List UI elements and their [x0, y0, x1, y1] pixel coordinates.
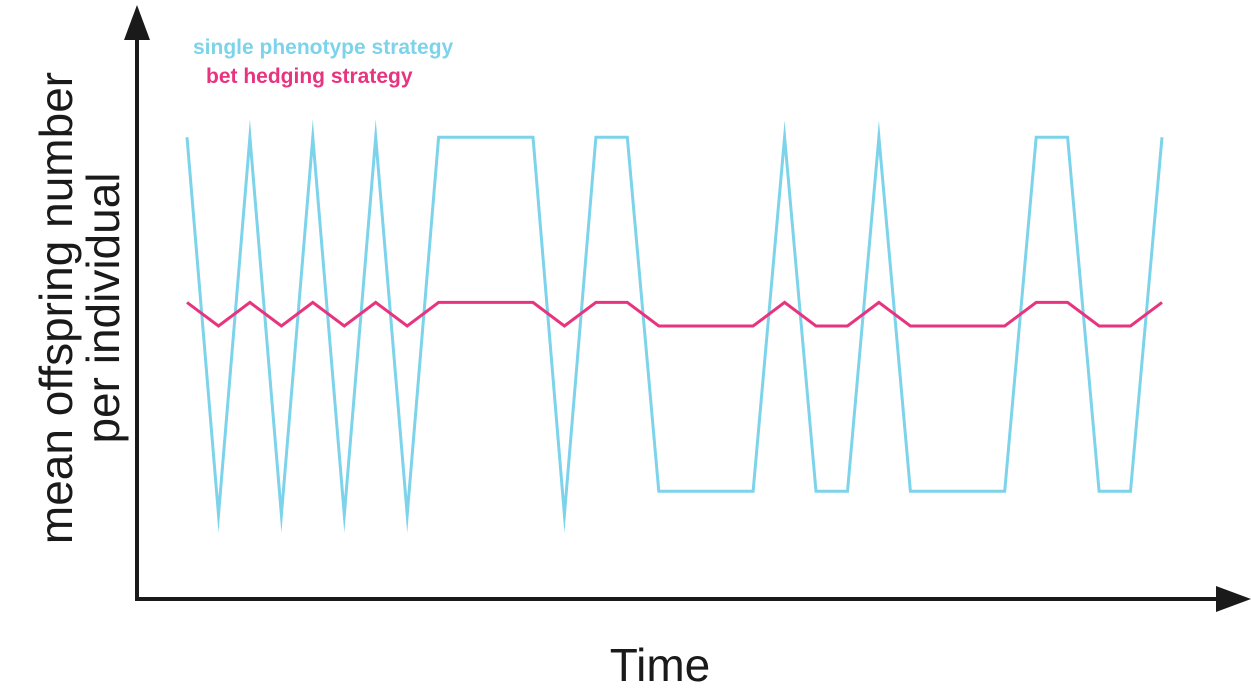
y-axis-arrowhead	[124, 5, 150, 40]
y-axis-label-line-1: mean offspring number	[30, 72, 82, 544]
x-axis-arrowhead	[1216, 586, 1251, 612]
axes	[124, 5, 1251, 612]
legend-entry-single-phenotype: bet hedging strategy	[206, 65, 413, 88]
series-line-single-phenotype-strategy	[185, 119, 1164, 533]
y-axis-title: mean offspring number per individual	[30, 72, 129, 544]
series-layer	[185, 119, 1164, 533]
x-axis-label: Time	[610, 639, 711, 688]
legend-entry-bet-hedging: single phenotype strategy	[193, 36, 454, 59]
y-axis-label-line-2: per individual	[77, 172, 129, 443]
legend: single phenotype strategy bet hedging st…	[193, 36, 454, 88]
series-line-bet-hedging-strategy	[186, 300, 1163, 328]
